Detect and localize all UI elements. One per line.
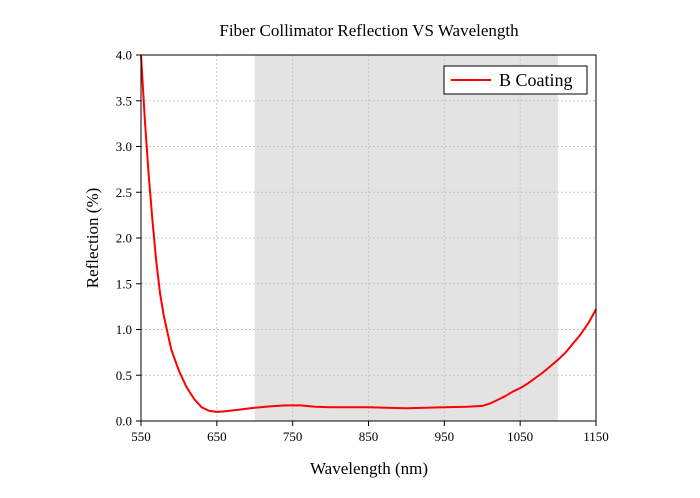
series-group: [140, 54, 597, 413]
series-line-b-coating: [140, 54, 597, 413]
x-tick-label: 1150: [583, 429, 609, 444]
plot-frame: [140, 54, 597, 422]
x-tick-label: 950: [435, 429, 455, 444]
x-tick-label: 1050: [507, 429, 533, 444]
x-axis-label: Wavelength (nm): [310, 459, 428, 478]
x-tick-label: 850: [359, 429, 379, 444]
y-tick-label: 3.5: [116, 93, 132, 108]
x-tick-label: 650: [207, 429, 227, 444]
y-tick-label: 0.0: [116, 414, 132, 429]
grid-lines: [141, 55, 596, 421]
legend: B Coating: [443, 65, 588, 95]
y-tick-label: 3.0: [116, 139, 132, 154]
y-tick-label: 2.0: [116, 231, 132, 246]
y-tick-label: 4.0: [116, 48, 132, 63]
x-tick-label: 750: [283, 429, 303, 444]
chart-title: Fiber Collimator Reflection VS Wavelengt…: [219, 21, 519, 40]
axis-ticks: 550 650 750 850 950 1050 1150 0.0 0.5 1.0 1.5 2.0 2.…: [116, 48, 609, 445]
y-axis-label: Reflection (%): [83, 188, 102, 289]
legend-label: B Coating: [499, 70, 573, 90]
y-tick-label: 2.5: [116, 185, 132, 200]
y-tick-label: 1.0: [116, 322, 132, 337]
x-tick-label: 550: [131, 429, 151, 444]
y-tick-label: 0.5: [116, 368, 132, 383]
y-tick-label: 1.5: [116, 276, 132, 291]
